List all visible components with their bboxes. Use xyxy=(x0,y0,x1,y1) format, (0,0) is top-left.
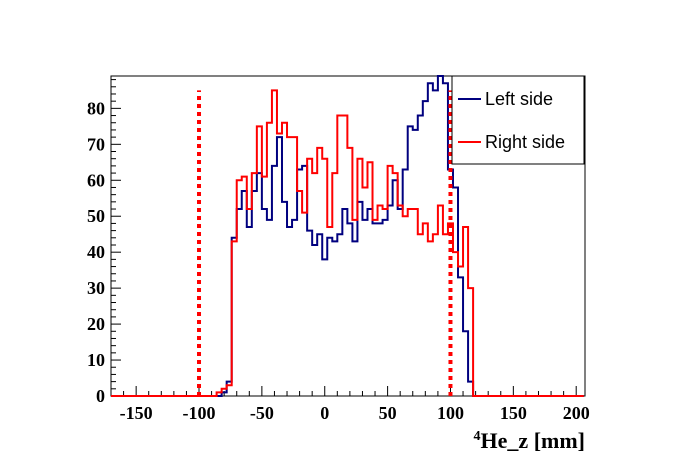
legend-label-right: Right side xyxy=(485,132,565,152)
y-tick-label: 80 xyxy=(87,98,105,118)
legend-box xyxy=(451,75,585,165)
x-axis-title-superscript: 4 xyxy=(474,429,481,444)
x-tick-label: 200 xyxy=(563,403,590,423)
y-tick-label: 30 xyxy=(87,278,105,298)
y-tick-label: 40 xyxy=(87,242,105,262)
x-tick-label: 50 xyxy=(379,403,397,423)
x-tick-label: 100 xyxy=(437,403,464,423)
series-layer xyxy=(111,75,584,397)
plot-frame xyxy=(110,75,586,397)
series-left-side xyxy=(111,75,584,397)
y-tick-label: 0 xyxy=(96,386,105,406)
y-tick-label: 70 xyxy=(87,134,105,154)
x-tick-label: -100 xyxy=(183,403,216,423)
y-tick-label: 50 xyxy=(87,206,105,226)
x-axis-title-text: He_z [mm] xyxy=(481,428,585,453)
y-tick-label: 20 xyxy=(87,314,105,334)
series-right-side xyxy=(111,89,584,397)
legend: Left side Right side xyxy=(451,75,585,165)
legend-label-left: Left side xyxy=(485,89,553,109)
x-tick-label: -150 xyxy=(120,403,153,423)
x-axis-title: 4He_z [mm] xyxy=(474,428,585,453)
y-tick-label: 10 xyxy=(87,350,105,370)
cut-lines xyxy=(197,90,453,396)
x-tick-label: 0 xyxy=(320,403,329,423)
x-tick-label: -50 xyxy=(250,403,274,423)
y-tick-label: 60 xyxy=(87,170,105,190)
tick-labels: -150 -100 -50 0 50 100 150 200 0 10 20 30 40 50 60 70 80 xyxy=(87,98,590,423)
x-tick-label: 150 xyxy=(500,403,527,423)
